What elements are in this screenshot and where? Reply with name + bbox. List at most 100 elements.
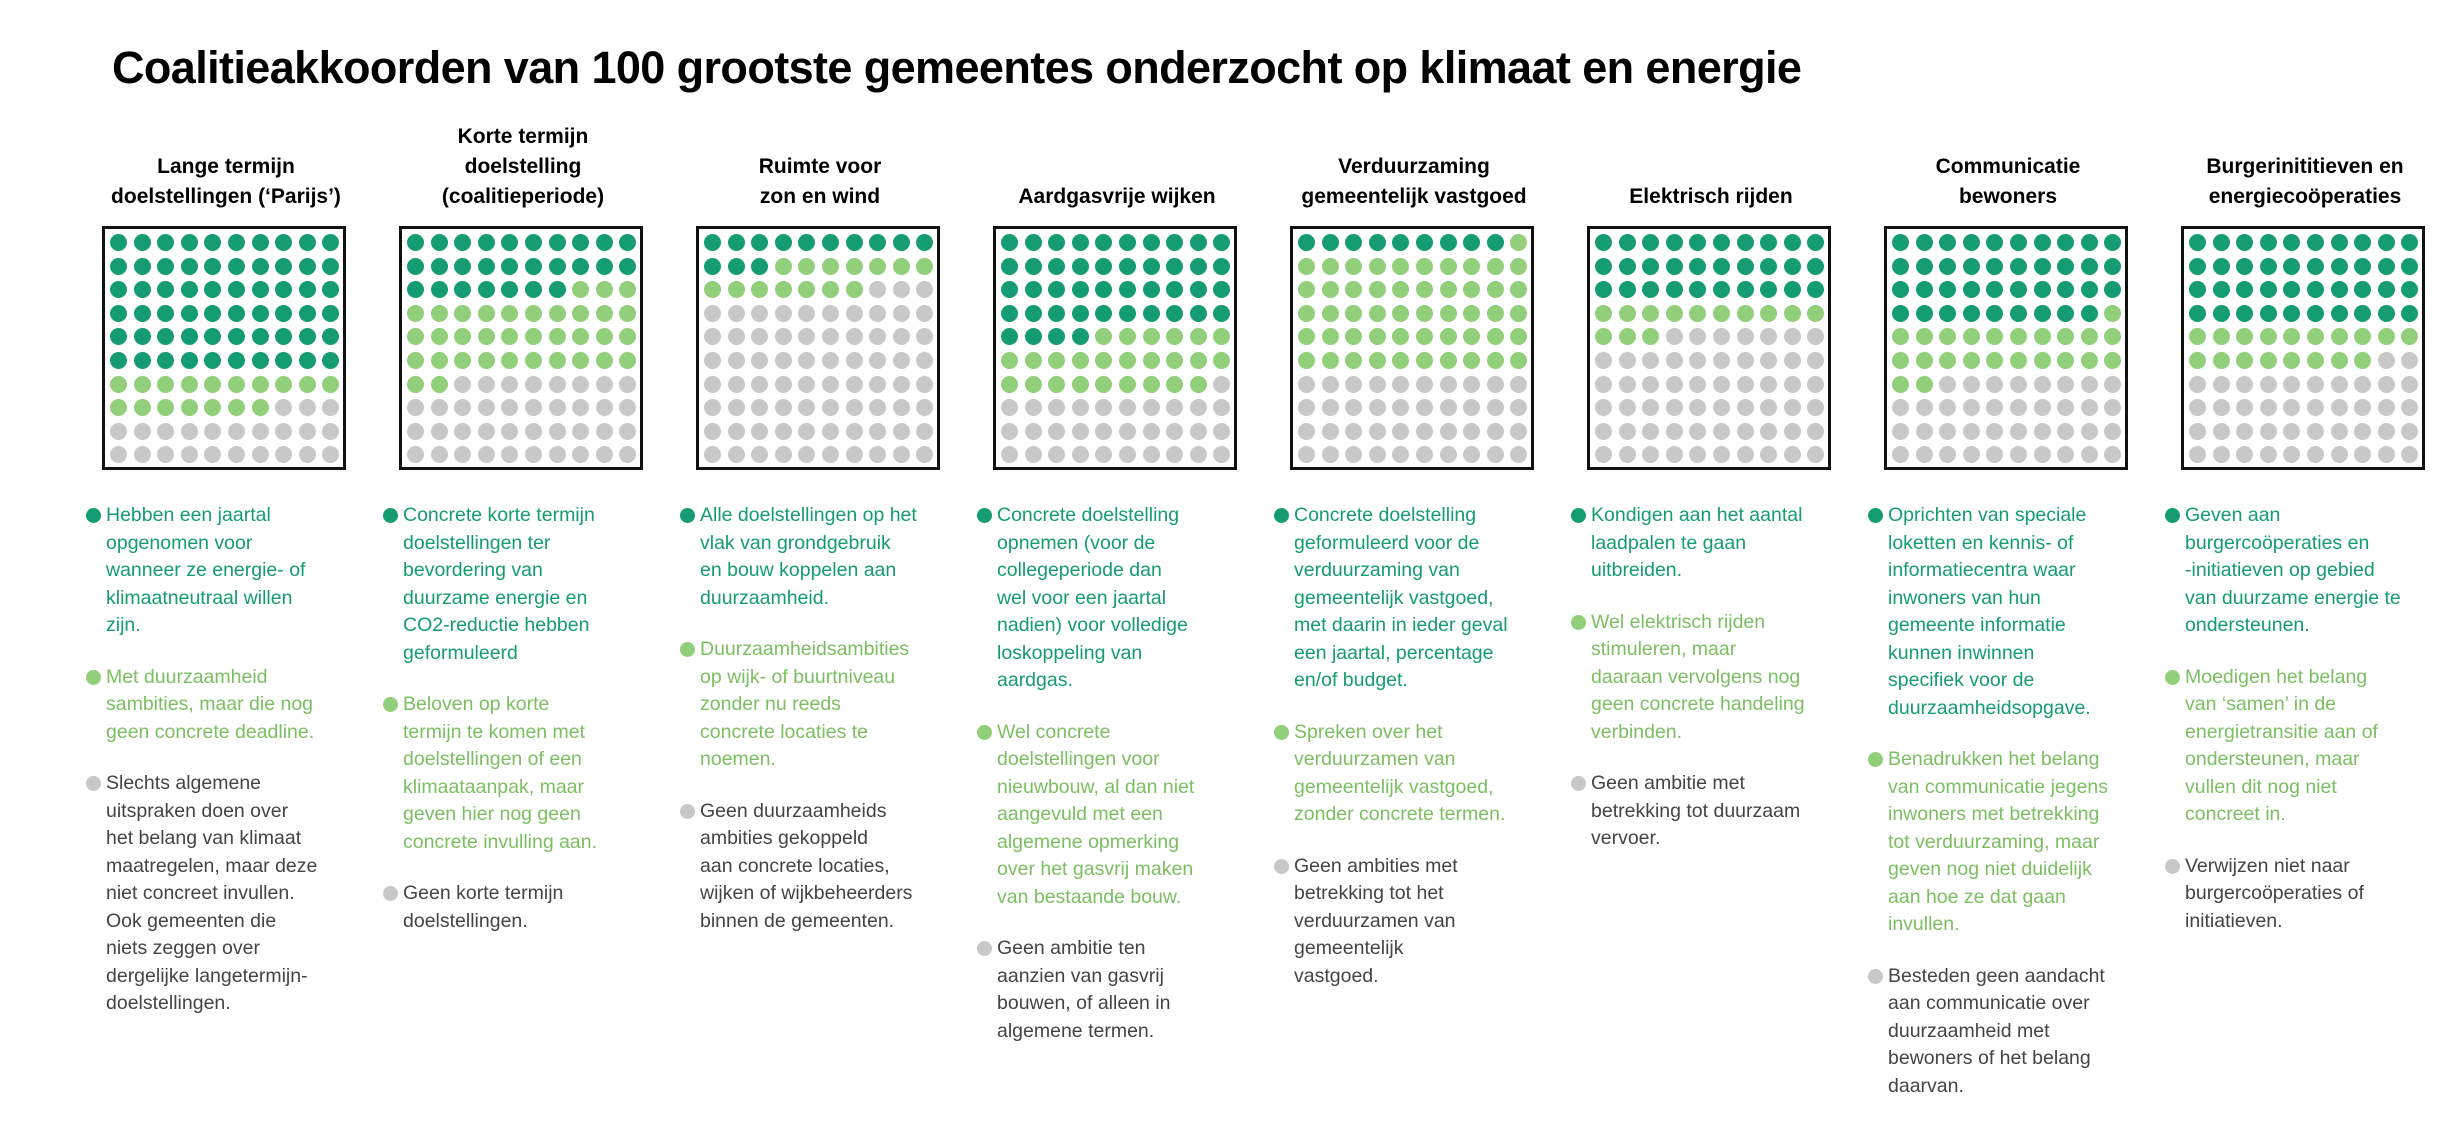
category-text: Geven aan burgercoöperaties en -initiati… — [2185, 504, 2401, 636]
waffle-dot-dark — [1119, 304, 1136, 322]
waffle-dot-dark — [1892, 304, 1909, 322]
waffle-dot-dark — [1392, 234, 1410, 251]
waffle-dot-grey — [2401, 399, 2419, 417]
waffle-dot-grey — [1095, 446, 1113, 464]
waffle-dot-grey — [1713, 328, 1730, 346]
waffle-dot-dark — [1595, 257, 1612, 275]
waffle-dot-grey — [1736, 328, 1754, 346]
waffle-dot-dark — [2033, 257, 2051, 275]
waffle-dot-dark — [595, 234, 613, 251]
waffle-dot-grey — [595, 446, 613, 464]
waffle-dot-grey — [2354, 399, 2372, 417]
waffle-dot-grey — [1689, 352, 1707, 369]
waffle-dot-light — [2259, 352, 2277, 369]
waffle-dot-dark — [1618, 257, 1636, 275]
waffle-dot-dark — [2189, 281, 2206, 299]
waffle-dot-grey — [1510, 399, 1528, 417]
waffle-dot-light — [228, 399, 245, 417]
waffle-dot-grey — [845, 328, 863, 346]
waffle-dot-dark — [2259, 257, 2277, 275]
waffle-dot-grey — [916, 422, 934, 440]
waffle-dot-light — [774, 281, 792, 299]
waffle-dot-dark — [1736, 234, 1754, 251]
waffle-dot-grey — [2330, 399, 2348, 417]
bullet-light — [86, 669, 101, 685]
waffle-dot-light — [548, 328, 566, 346]
waffle-dot-grey — [2377, 399, 2395, 417]
waffle-dot-light — [157, 399, 175, 417]
waffle-dot-grey — [2401, 352, 2419, 369]
waffle-dot-light — [1392, 281, 1410, 299]
waffle-dot-dark — [1595, 234, 1612, 251]
waffle-dot-dark — [228, 304, 245, 322]
waffle-dot-light — [845, 257, 863, 275]
waffle-dot-grey — [1001, 446, 1018, 464]
waffle-dot-grey — [1439, 422, 1457, 440]
waffle-dot-grey — [1071, 446, 1089, 464]
waffle-dot-light — [1760, 304, 1778, 322]
waffle-dot-dark — [204, 328, 222, 346]
waffle-dot-grey — [798, 375, 816, 393]
bullet-grey — [977, 941, 992, 956]
waffle-dot-grey — [1939, 446, 1957, 464]
waffle-dot-light — [1298, 352, 1315, 369]
waffle-dot-light — [595, 304, 613, 322]
waffle-dot-grey — [454, 446, 472, 464]
waffle-dot-grey — [501, 399, 519, 417]
waffle-dot-light — [1166, 375, 1184, 393]
waffle-dot-light — [454, 328, 472, 346]
waffle-dot-dark — [1642, 257, 1660, 275]
waffle-dot-light — [572, 352, 590, 369]
waffle-dot-dark — [275, 304, 293, 322]
waffle-dot-grey — [774, 328, 792, 346]
waffle-grid — [1587, 226, 1831, 470]
waffle-dot-dark — [1736, 281, 1754, 299]
waffle-dot-dark — [1142, 304, 1160, 322]
waffle-dot-grey — [1416, 422, 1433, 440]
waffle-dot-dark — [774, 234, 792, 251]
waffle-dot-light — [2259, 328, 2277, 346]
waffle-dot-grey — [1213, 422, 1231, 440]
waffle-dot-light — [157, 375, 175, 393]
bullet-dark — [1274, 508, 1289, 523]
waffle-dot-light — [2307, 328, 2324, 346]
category-text: Benadrukken het belang van communicatie … — [1888, 748, 2109, 935]
waffle-dot-dark — [110, 328, 127, 346]
waffle-dot-light — [1463, 328, 1481, 346]
waffle-dot-dark — [704, 257, 721, 275]
waffle-dot-dark — [2259, 304, 2277, 322]
waffle-dot-grey — [454, 375, 472, 393]
waffle-dot-dark — [322, 234, 340, 251]
waffle-dot-grey — [407, 446, 424, 464]
waffle-dot-light — [1713, 304, 1730, 322]
waffle-dot-grey — [1298, 446, 1315, 464]
waffle-dot-light — [572, 281, 590, 299]
waffle-dot-dark — [1189, 281, 1207, 299]
waffle-dot-grey — [1321, 422, 1339, 440]
waffle-dot-dark — [1142, 257, 1160, 275]
waffle-dot-light — [1510, 257, 1528, 275]
waffle-dot-grey — [1095, 399, 1113, 417]
waffle-dot-light — [1024, 352, 1042, 369]
waffle-dot-grey — [1345, 375, 1363, 393]
waffle-dot-dark — [228, 352, 245, 369]
waffle-dot-dark — [2080, 257, 2098, 275]
waffle-dot-light — [1642, 328, 1660, 346]
waffle-dot-light — [2104, 352, 2122, 369]
waffle-dot-grey — [501, 422, 519, 440]
waffle-dot-grey — [1166, 446, 1184, 464]
waffle-dot-grey — [2377, 422, 2395, 440]
waffle-dot-dark — [204, 352, 222, 369]
waffle-dot-light — [1595, 304, 1612, 322]
waffle-dot-light — [595, 281, 613, 299]
waffle-dot-grey — [845, 304, 863, 322]
waffle-dot-dark — [1618, 234, 1636, 251]
waffle-dot-dark — [1071, 304, 1089, 322]
waffle-dot-grey — [572, 375, 590, 393]
waffle-dot-grey — [1368, 399, 1386, 417]
waffle-dot-dark — [2330, 281, 2348, 299]
waffle-dot-dark — [619, 257, 637, 275]
waffle-dot-dark — [2330, 304, 2348, 322]
waffle-dot-dark — [2189, 234, 2206, 251]
waffle-dot-dark — [1213, 257, 1231, 275]
